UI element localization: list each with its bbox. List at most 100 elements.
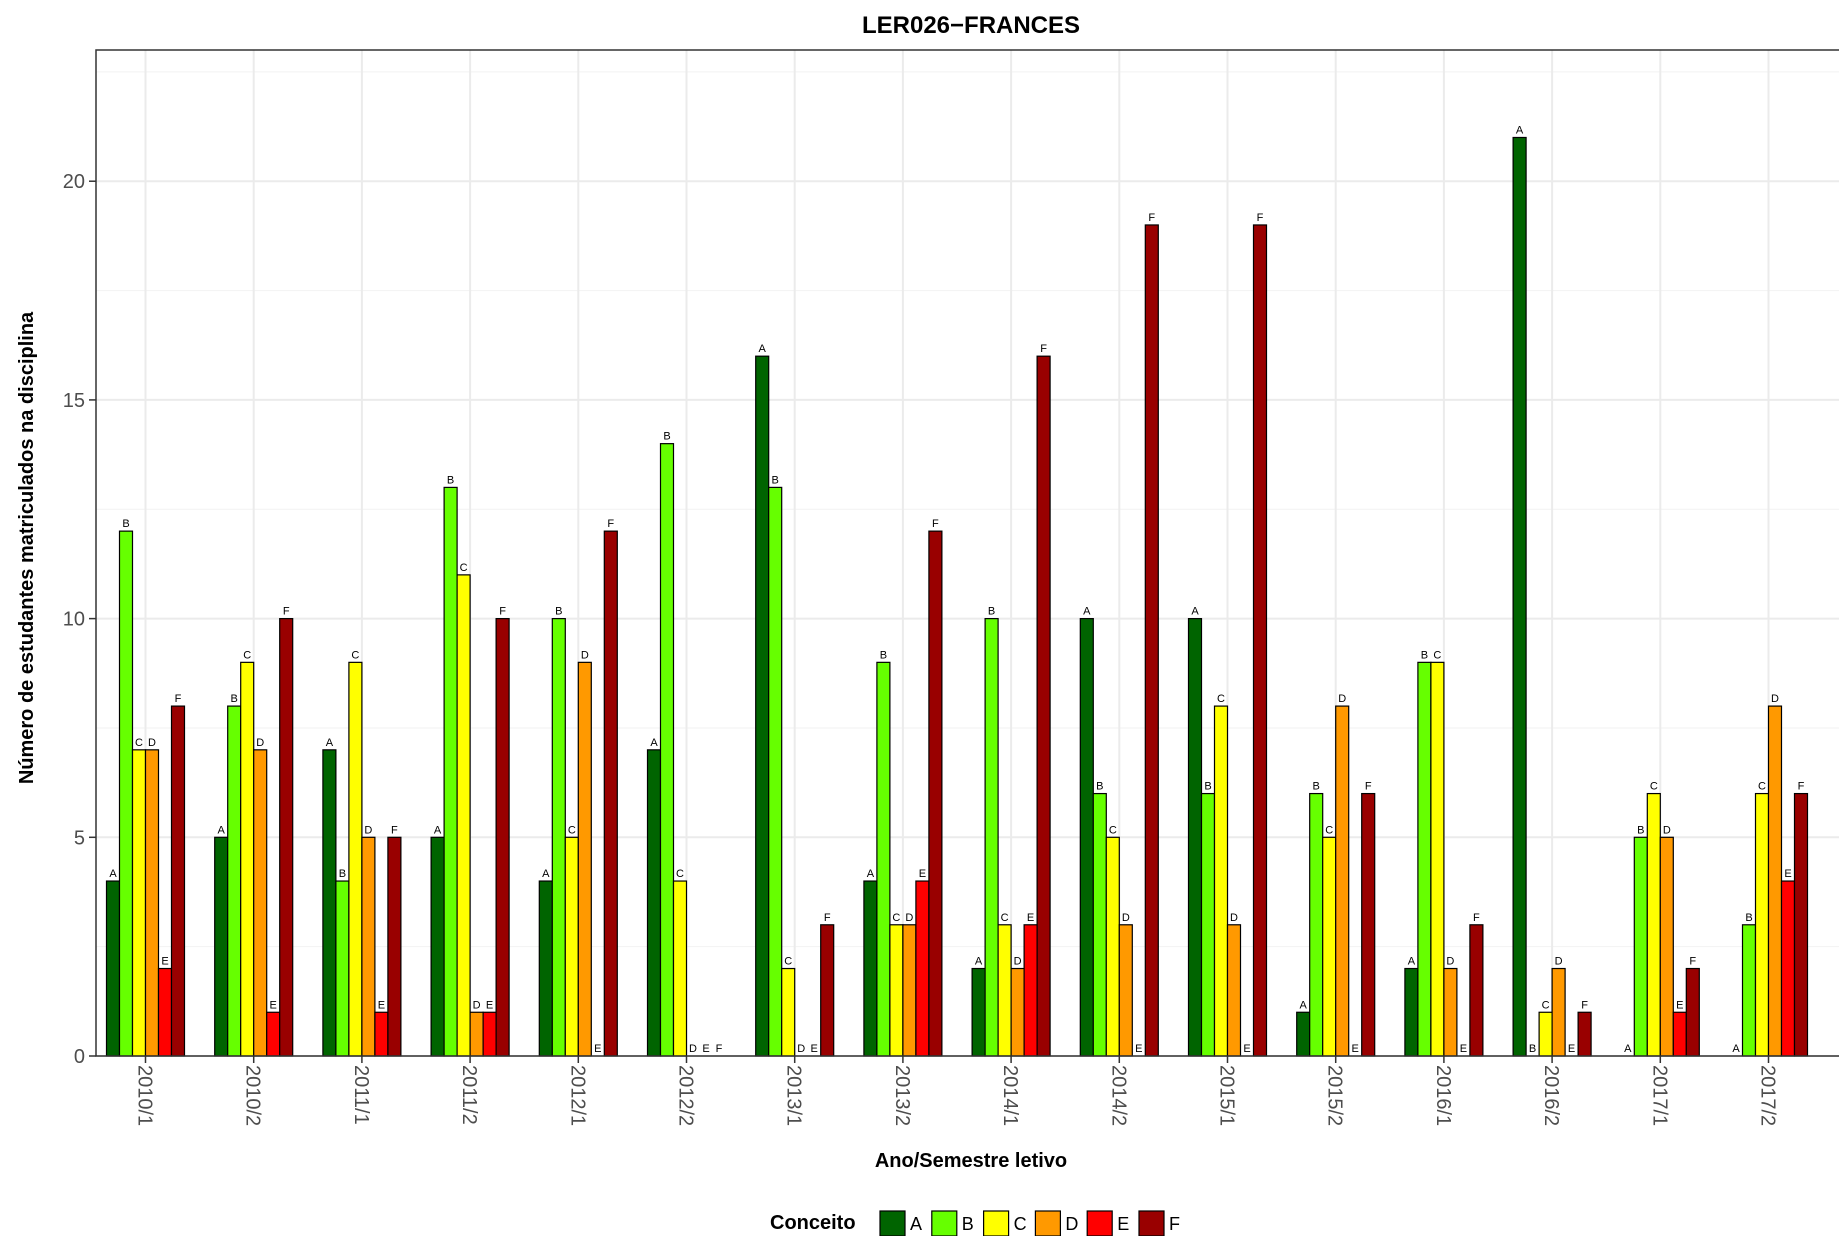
bar-label-2012-1-D: D [581, 649, 589, 661]
x-tick-label: 2010/2 [242, 1065, 264, 1126]
bar-2017-2-F [1793, 792, 1809, 1057]
bar-2011-1-A [322, 749, 337, 1057]
bar-label-2012-2-C: C [676, 868, 684, 880]
bar-2010-1-D [144, 749, 160, 1057]
bar-label-2013-2-D: D [905, 912, 913, 924]
legend-label-C: C [1014, 1214, 1027, 1234]
bar-label-2013-1-E: E [811, 1043, 818, 1055]
bar-2014-2-A [1079, 618, 1094, 1057]
x-tick-label: 2013/1 [783, 1065, 805, 1126]
bar-2011-2-F [495, 618, 510, 1057]
bar-label-2012-2-B: B [663, 431, 670, 443]
bar-label-2010-1-C: C [135, 737, 143, 749]
bar-label-2016-2-A: A [1516, 124, 1524, 136]
bar-label-2011-1-F: F [391, 824, 398, 836]
bar-label-2017-2-B: B [1745, 912, 1752, 924]
bar-label-2011-2-B: B [447, 474, 454, 486]
bar-2013-1-A [755, 355, 770, 1057]
bar-label-2012-1-B: B [555, 606, 562, 618]
bar-2013-1-C [781, 967, 796, 1057]
bar-label-2010-2-B: B [231, 693, 238, 705]
bar-2014-2-B [1092, 792, 1107, 1057]
y-tick-label: 20 [63, 171, 85, 193]
bar-label-2013-1-D: D [797, 1043, 805, 1055]
bar-label-2015-1-F: F [1257, 212, 1264, 224]
bar-label-2017-1-A: A [1624, 1043, 1632, 1055]
bar-label-2010-2-D: D [256, 737, 264, 749]
bar-2013-1-F [820, 924, 835, 1057]
bar-2012-2-A [646, 749, 662, 1057]
bar-label-2011-2-A: A [434, 824, 442, 836]
legend-label-A: A [910, 1214, 922, 1234]
y-tick-label: 0 [74, 1046, 85, 1068]
bar-label-2011-2-C: C [460, 562, 468, 574]
bar-label-2010-2-F: F [283, 606, 290, 618]
bar-2016-2-A [1512, 136, 1527, 1057]
bar-2015-1-F [1252, 224, 1268, 1057]
bar-label-2013-2-F: F [932, 518, 939, 530]
bar-2013-2-F [928, 530, 943, 1057]
bar-label-2011-2-E: E [486, 999, 493, 1011]
bar-label-2014-1-C: C [1001, 912, 1009, 924]
bar-label-2016-2-F: F [1581, 999, 1588, 1011]
bar-label-2014-2-F: F [1148, 212, 1155, 224]
bar-label-2015-1-B: B [1204, 781, 1211, 793]
x-tick-label: 2016/1 [1432, 1065, 1454, 1126]
legend-label-B: B [962, 1214, 974, 1234]
bar-2015-2-A [1296, 1011, 1311, 1057]
bar-2010-1-E [157, 967, 173, 1057]
bar-label-2017-1-E: E [1676, 999, 1683, 1011]
x-tick-label: 2012/2 [675, 1065, 697, 1126]
bar-label-2017-1-F: F [1689, 956, 1696, 968]
bar-2010-2-E [266, 1011, 281, 1057]
bar-label-2014-2-C: C [1109, 824, 1117, 836]
bar-2016-1-D [1443, 967, 1458, 1057]
bar-label-2012-2-F: F [716, 1043, 723, 1055]
legend-key-E [1086, 1210, 1113, 1236]
bar-2011-1-D [361, 836, 376, 1057]
legend-label-E: E [1117, 1214, 1129, 1234]
bar-2015-2-B [1309, 792, 1324, 1057]
bar-label-2017-2-C: C [1758, 781, 1766, 793]
bar-2015-1-D [1226, 924, 1242, 1057]
bar-label-2014-2-D: D [1122, 912, 1130, 924]
bar-label-2014-2-E: E [1135, 1043, 1142, 1055]
bar-label-2010-2-C: C [243, 649, 251, 661]
bar-label-2012-2-A: A [650, 737, 658, 749]
bar-label-2015-1-E: E [1243, 1043, 1250, 1055]
bar-2017-2-D [1767, 705, 1783, 1057]
bar-2015-1-A [1187, 618, 1203, 1057]
bar-2014-1-F [1036, 355, 1051, 1057]
bar-2014-2-F [1144, 224, 1159, 1057]
x-tick-label: 2011/2 [458, 1065, 480, 1125]
bar-label-2013-2-E: E [919, 868, 926, 880]
bar-2014-1-D [1010, 967, 1025, 1057]
bar-label-2011-1-E: E [378, 999, 385, 1011]
x-tick-label: 2014/1 [999, 1065, 1021, 1126]
x-tick-label: 2014/2 [1107, 1065, 1129, 1126]
bar-label-2016-2-D: D [1555, 956, 1563, 968]
bar-label-2011-2-F: F [499, 606, 506, 618]
bar-2014-2-D [1118, 924, 1133, 1057]
y-tick-label: 15 [63, 390, 85, 412]
bar-label-2017-2-E: E [1784, 868, 1791, 880]
bar-label-2014-1-E: E [1027, 912, 1034, 924]
bar-2011-2-A [430, 836, 445, 1057]
bar-2017-1-D [1659, 836, 1674, 1057]
bar-label-2010-2-A: A [218, 824, 226, 836]
bar-label-2016-2-B: B [1529, 1043, 1536, 1055]
bar-label-2017-2-D: D [1771, 693, 1779, 705]
bar-2011-2-B [443, 486, 458, 1057]
bar-label-2017-2-F: F [1798, 781, 1805, 793]
bar-label-2016-2-E: E [1568, 1043, 1575, 1055]
panel-background [96, 50, 1839, 1056]
legend-key-F [1138, 1210, 1165, 1236]
bar-label-2011-1-D: D [364, 824, 372, 836]
bar-2016-2-F [1577, 1011, 1592, 1057]
bar-2016-1-F [1469, 924, 1484, 1057]
x-tick-label: 2011/1 [350, 1065, 372, 1125]
bar-2017-2-E [1780, 880, 1796, 1057]
bar-label-2014-1-A: A [975, 956, 983, 968]
legend-title: Conceito [770, 1212, 856, 1234]
